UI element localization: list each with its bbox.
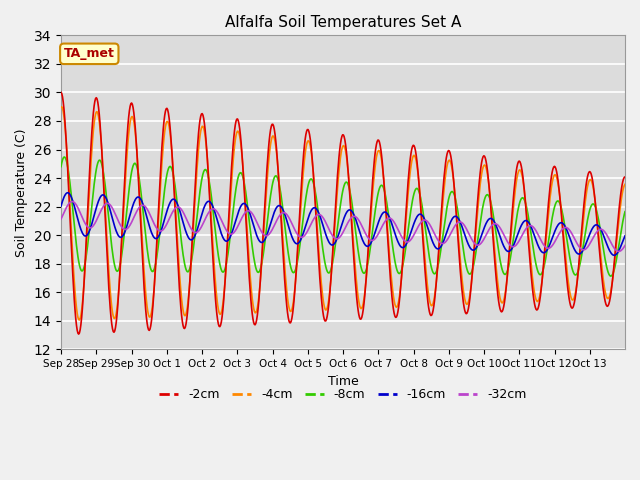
Y-axis label: Soil Temperature (C): Soil Temperature (C) xyxy=(15,128,28,257)
Text: TA_met: TA_met xyxy=(64,48,115,60)
Title: Alfalfa Soil Temperatures Set A: Alfalfa Soil Temperatures Set A xyxy=(225,15,461,30)
X-axis label: Time: Time xyxy=(328,374,358,388)
Legend: -2cm, -4cm, -8cm, -16cm, -32cm: -2cm, -4cm, -8cm, -16cm, -32cm xyxy=(154,383,532,406)
